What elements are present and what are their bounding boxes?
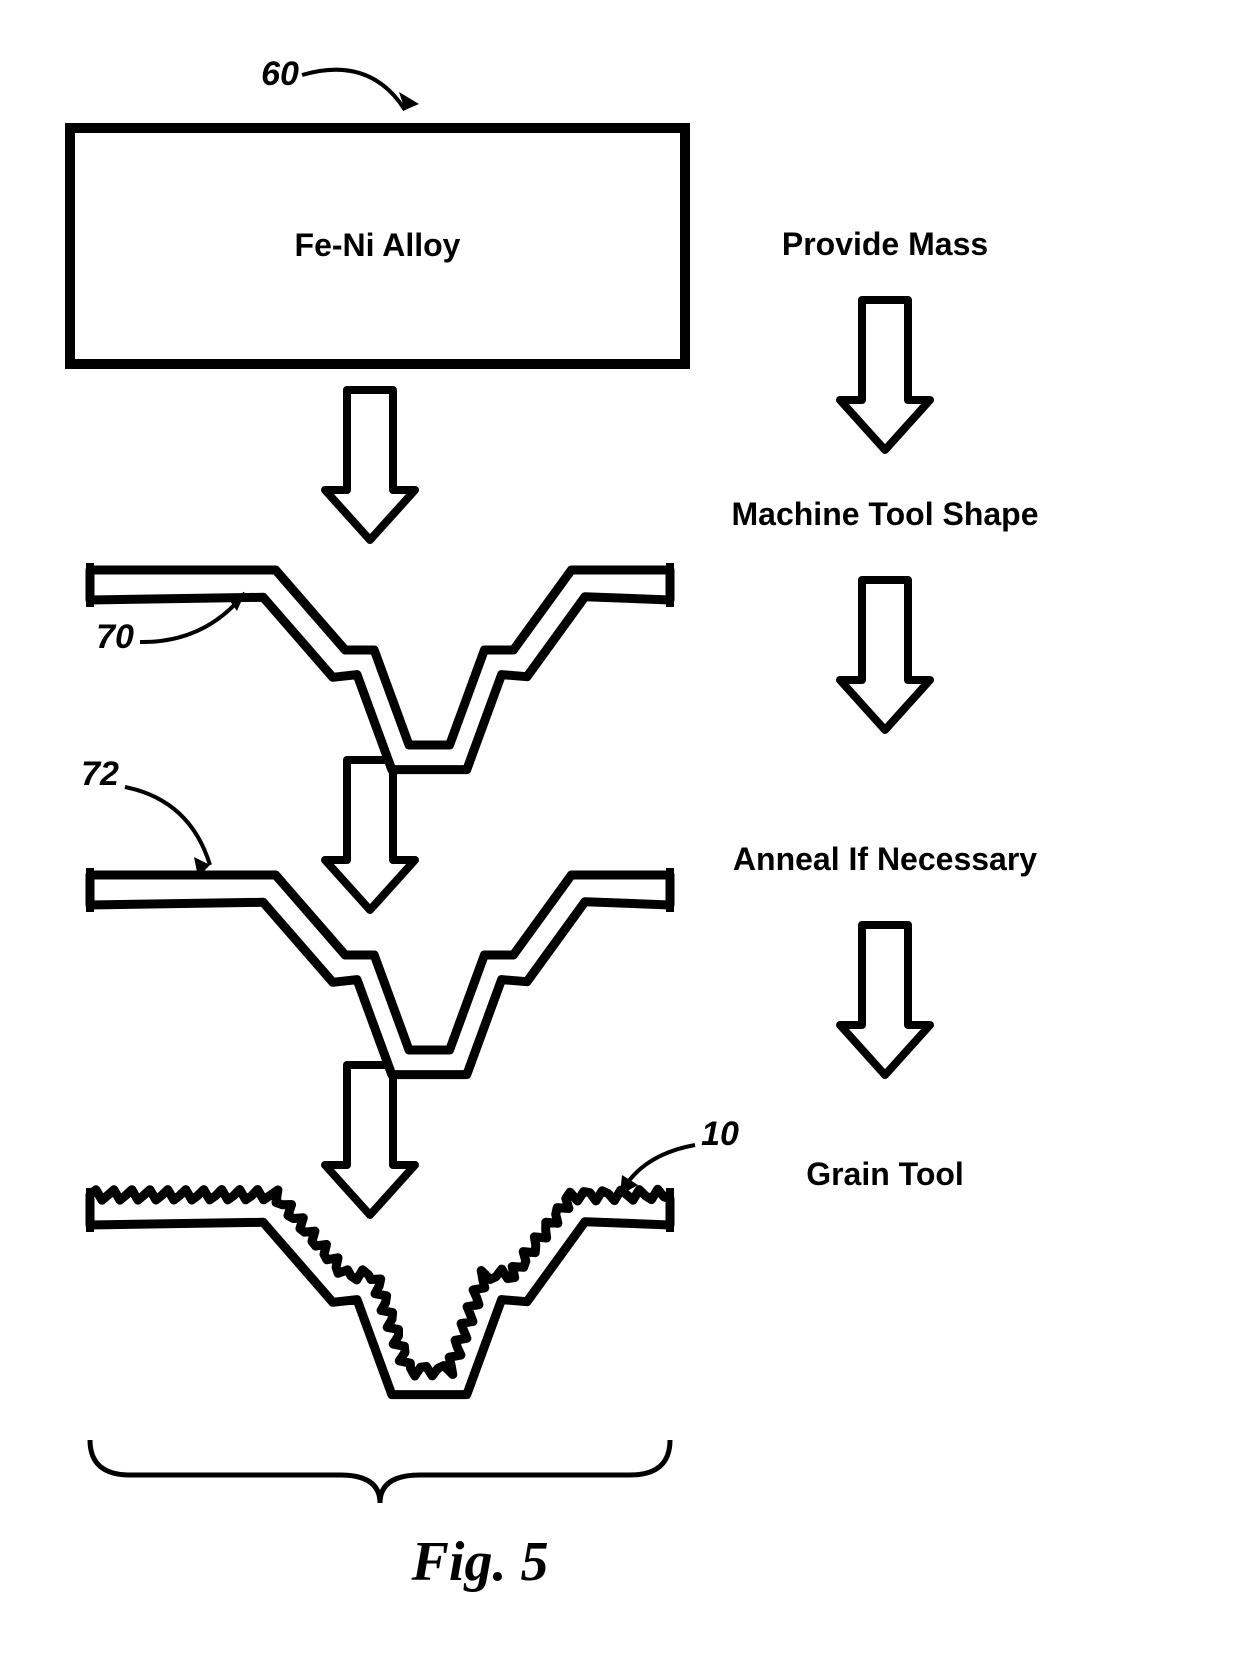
tool-profile-72 (90, 875, 670, 1075)
tool-profile-70 (90, 570, 670, 770)
ref-60-leader (302, 70, 405, 110)
ref-70-label: 70 (96, 618, 134, 656)
flow-arrow-left-3 (325, 1065, 415, 1215)
flow-arrow-right-2 (840, 580, 930, 730)
tool-profile-10 (90, 1189, 670, 1394)
flow-arrow-left-1 (325, 390, 415, 540)
ref-10-label: 10 (701, 1115, 739, 1153)
flow-arrow-right-3 (840, 925, 930, 1075)
ref-72-leader (125, 787, 210, 865)
bottom-brace (90, 1440, 670, 1503)
step-provide-mass: Provide Mass (782, 226, 988, 262)
flow-arrow-left-2 (325, 760, 415, 910)
step-machine-tool-shape: Machine Tool Shape (732, 496, 1039, 532)
ref-60-label: 60 (261, 55, 299, 93)
step-grain-tool: Grain Tool (806, 1156, 964, 1192)
ref-72-label: 72 (81, 755, 119, 793)
flow-arrow-right-1 (840, 300, 930, 450)
step-anneal: Anneal If Necessary (733, 841, 1037, 877)
alloy-mass-label: Fe-Ni Alloy (295, 227, 461, 263)
figure-caption: Fig. 5 (411, 1531, 549, 1593)
